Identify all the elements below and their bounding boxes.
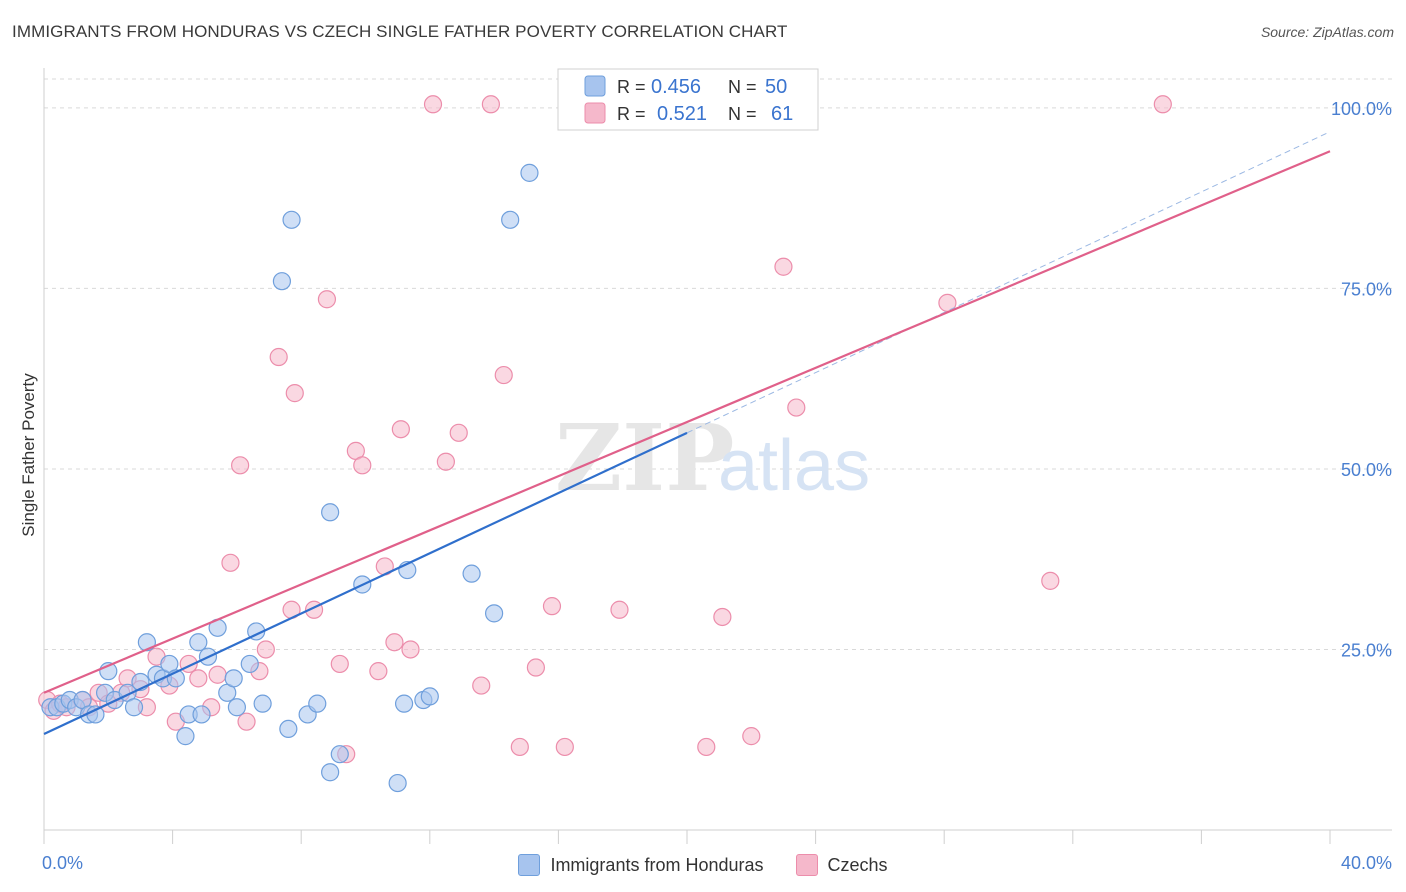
legend-label-honduras: Immigrants from Honduras	[550, 854, 764, 875]
stats-legend: R = 0.456 N = 50 R = 0.521 N = 61	[557, 68, 819, 131]
czech-point-51	[713, 607, 732, 627]
czech-legend-swatch	[584, 102, 606, 124]
honduras-point-30	[253, 694, 272, 713]
honduras-point-38	[330, 745, 349, 764]
czech-point-24	[269, 347, 288, 367]
czech-point-20	[231, 456, 250, 475]
honduras-point-45	[462, 564, 481, 583]
y-tick-label-3: 100.0%	[1331, 99, 1392, 119]
honduras-point-33	[279, 719, 298, 739]
czech-point-38	[436, 452, 455, 471]
honduras-point-7	[86, 705, 105, 724]
czech-point-50	[697, 737, 716, 757]
czech-point-56	[1041, 571, 1060, 590]
czech-n-label: N =	[728, 104, 757, 124]
honduras-point-35	[308, 694, 327, 713]
czech-point-28	[317, 290, 337, 309]
honduras-point-22	[192, 705, 211, 724]
honduras-point-28	[240, 654, 259, 674]
czech-point-21	[237, 712, 256, 731]
czech-trend-line	[43, 150, 1331, 694]
y-tick-label-2: 75.0%	[1341, 279, 1392, 299]
chart-title: IMMIGRANTS FROM HONDURAS VS CZECH SINGLE…	[12, 22, 788, 41]
czech-point-32	[353, 456, 372, 475]
honduras-point-47	[501, 210, 520, 229]
czech-point-23	[256, 640, 275, 659]
honduras-trend-line	[43, 431, 688, 735]
y-tick-label-1: 50.0%	[1341, 460, 1392, 480]
grid-lines	[44, 78, 1392, 650]
czech-point-33	[369, 662, 388, 681]
czech-point-41	[472, 676, 491, 695]
honduras-point-46	[485, 604, 504, 623]
watermark-zip: ZIP	[555, 404, 734, 512]
honduras-point-31	[272, 272, 292, 291]
legend-swatch-honduras	[518, 854, 541, 876]
honduras-point-48	[520, 163, 539, 182]
legend-item-honduras: Immigrants from Honduras	[518, 854, 764, 876]
czech-point-16	[189, 669, 208, 688]
honduras-r-value: 0.456	[651, 76, 701, 98]
czech-point-37	[401, 640, 420, 659]
czech-point-48	[610, 600, 629, 619]
legend-item-czechs: Czechs	[795, 854, 888, 876]
czech-point-18	[208, 665, 227, 684]
watermark-atlas: atlas	[718, 426, 870, 506]
source-credit: Source: ZipAtlas.com	[1260, 24, 1394, 40]
y-tick-labels: 25.0% 50.0% 75.0% 100.0%	[1331, 99, 1392, 661]
czech-point-47	[555, 737, 574, 757]
czech-point-35	[385, 633, 404, 652]
czech-point-53	[774, 257, 793, 276]
czech-point-29	[330, 654, 349, 674]
x-tick-label-max: 40.0%	[1341, 853, 1392, 873]
czech-r-value: 0.521	[657, 103, 707, 125]
honduras-point-14	[137, 633, 156, 652]
czech-point-52	[742, 727, 761, 746]
czech-point-36	[391, 420, 410, 439]
honduras-point-32	[282, 210, 301, 229]
czech-point-57	[1153, 95, 1172, 114]
watermark: ZIP atlas	[555, 404, 870, 512]
honduras-point-12	[124, 698, 144, 717]
honduras-n-label: N =	[728, 77, 757, 97]
honduras-point-26	[224, 669, 243, 688]
czech-r-label: R =	[617, 104, 646, 124]
legend-label-czechs: Czechs	[827, 854, 888, 875]
honduras-legend-swatch	[584, 75, 606, 97]
legend-swatch-czechs	[795, 854, 818, 876]
czech-n-value: 61	[771, 103, 793, 125]
czech-point-44	[510, 737, 529, 757]
honduras-point-36	[321, 503, 340, 522]
honduras-trend-extension	[686, 131, 1331, 434]
y-axis-label: Single Father Poverty	[19, 373, 38, 537]
y-tick-label-0: 25.0%	[1341, 640, 1392, 660]
honduras-point-41	[394, 694, 414, 713]
honduras-r-label: R =	[617, 77, 646, 97]
czech-point-54	[787, 398, 806, 417]
honduras-point-19	[176, 727, 195, 746]
x-tick-label-min: 0.0%	[42, 853, 83, 873]
honduras-point-44	[420, 687, 439, 706]
czech-point-43	[494, 365, 513, 385]
czech-point-39	[449, 423, 468, 442]
czech-point-42	[481, 95, 500, 114]
honduras-n-value: 50	[765, 76, 787, 98]
x-ticks	[43, 830, 1331, 844]
honduras-point-37	[321, 763, 340, 782]
czech-point-40	[423, 95, 443, 114]
honduras-point-21	[189, 633, 208, 652]
honduras-point-40	[388, 773, 407, 793]
czech-point-46	[542, 597, 562, 616]
czech-point-26	[285, 384, 304, 403]
czech-point-45	[526, 658, 545, 677]
series-legend: Immigrants from Honduras Czechs	[0, 851, 1406, 879]
czech-point-19	[221, 553, 240, 572]
honduras-point-27	[227, 698, 246, 717]
